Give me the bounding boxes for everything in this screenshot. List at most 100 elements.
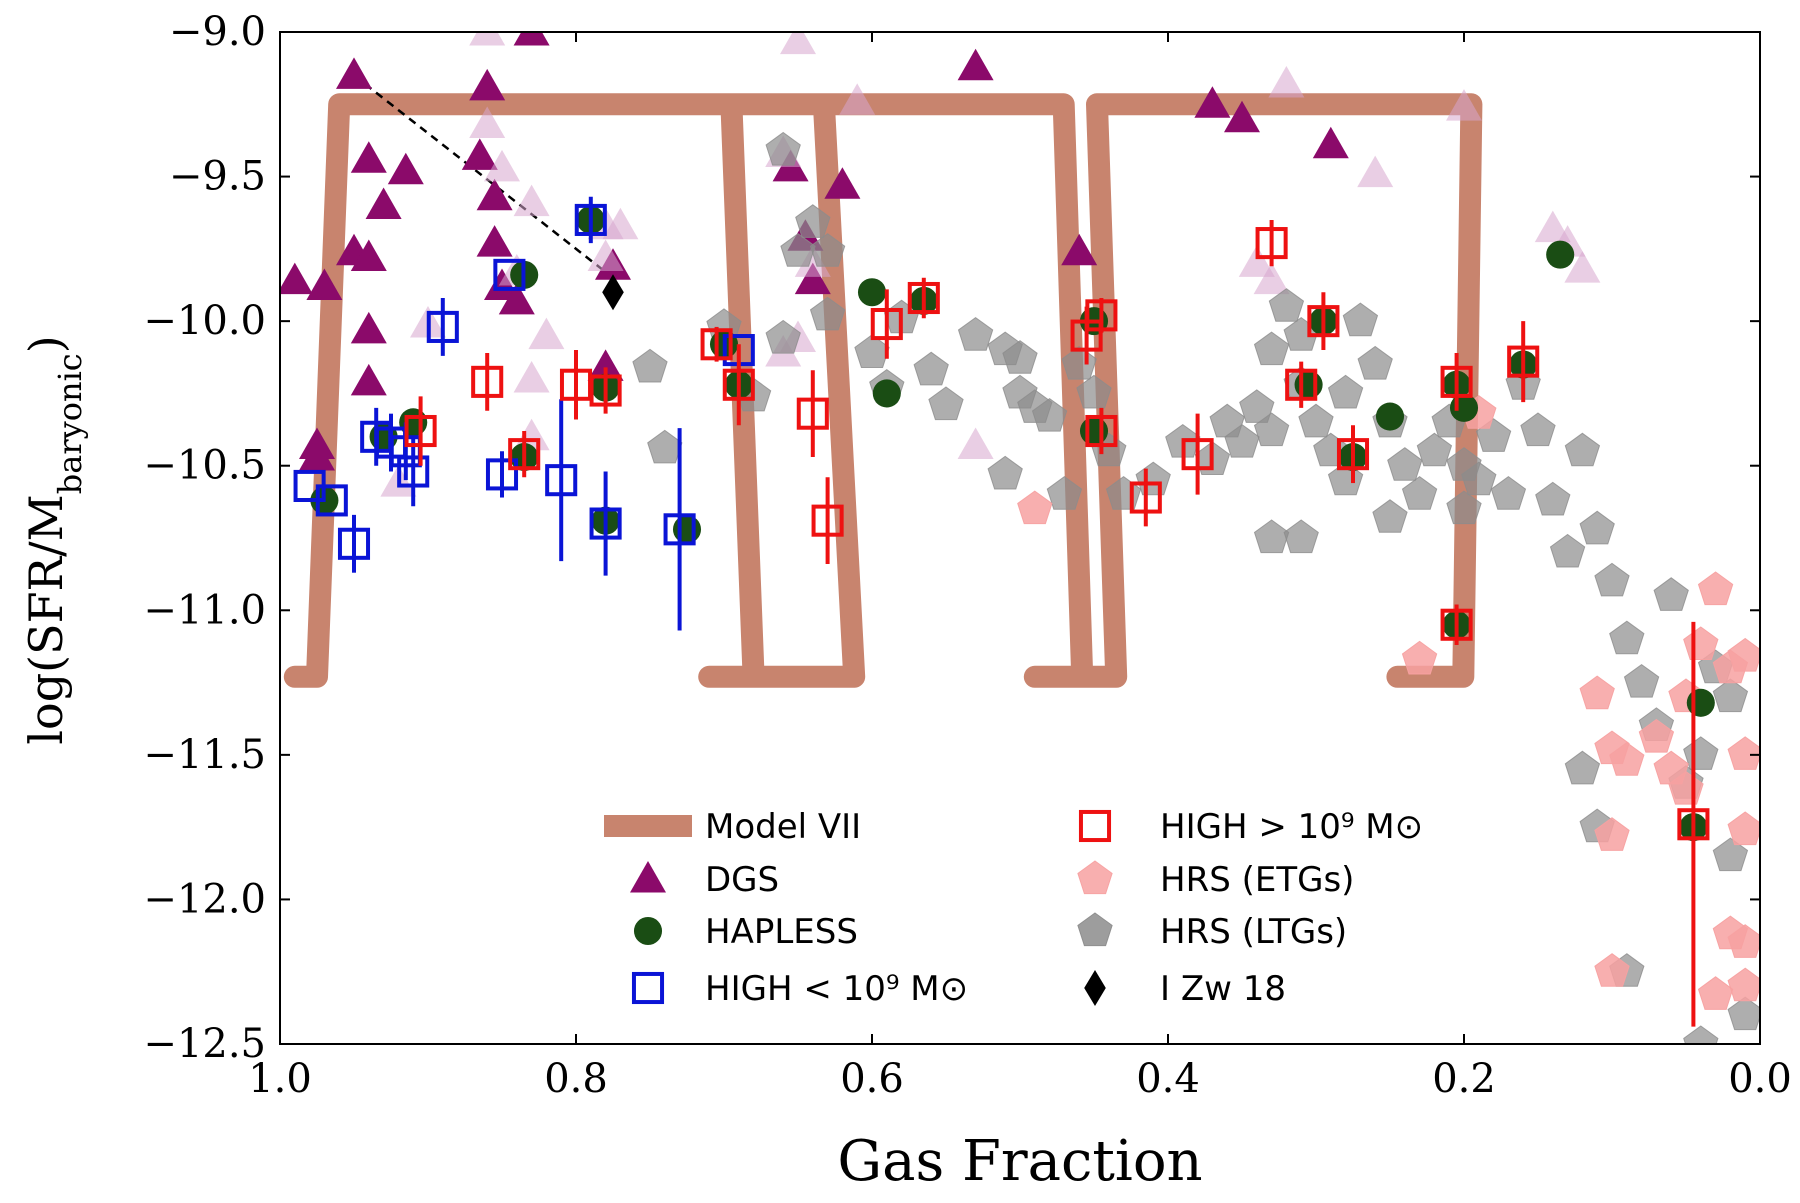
point-hrs-ltgs-17 [987,455,1023,490]
point-high-10-9-m-22 [1507,345,1540,378]
y-tick-label-5: −11.5 [143,732,266,778]
legend-marker-dgs [630,861,666,893]
legend-label-high-10-m: HIGH > 10⁹ M⊙ [1160,807,1423,847]
point-hrs-ltgs-0 [632,348,668,383]
point-hrs-ltgs-47 [1416,432,1453,467]
point-hapless-12 [872,379,901,408]
legend-label-hapless: HAPLESS [705,912,858,952]
y-axis-title: log(SFR/Mbaryonic) [19,335,89,744]
point-dgs-7 [350,363,387,396]
point-hapless-24 [1546,240,1575,269]
point-high-10-9-m-19 [1336,438,1370,471]
point-hrs-ltgs-8 [809,233,846,267]
point-hrs-ltgs-71 [1564,750,1601,785]
y-tick-labels: −9.0 −9.5 −10.0 −10.5 −11.0 −11.5 −12.0 −12.5 [143,9,266,1067]
point-high-10-9-m-1 [315,484,348,517]
point-hrs-ltgs-43 [1357,345,1393,380]
point-hrs-ltgs-21 [1031,397,1068,432]
point-high-10-9-m-9 [870,307,903,341]
point-dgs-faint-16 [839,83,876,115]
point-hrs-ltgs-61 [1623,663,1660,698]
point-high-10-9-m-0 [404,414,437,448]
legend-label-model-vii: Model VII [705,807,861,847]
point-dgs-faint-1 [469,106,506,139]
point-hrs-etgs-11 [1697,571,1734,606]
point-dgs-9 [387,152,424,185]
point-hrs-ltgs-22 [1046,475,1083,510]
y-axis-title-main: log(SFR/M [19,494,73,744]
point-dgs-faint-8 [587,239,624,272]
point-high-10-9-m-5 [700,328,733,361]
point-high-10-9-m-7 [796,397,829,430]
point-hrs-ltgs-24 [1076,374,1112,409]
point-dgs-26 [1224,100,1260,133]
point-dgs-12 [476,178,513,211]
point-hrs-ltgs-56 [1549,533,1586,568]
point-hrs-ltgs-35 [1268,288,1305,322]
point-high-10-9-m-8 [811,504,844,537]
point-high-10-9-m-10 [907,281,940,315]
point-hrs-ltgs-4 [765,131,801,166]
point-hrs-ltgs-18 [1002,340,1038,374]
y-tick-label-2: −10.0 [143,298,266,344]
point-dgs-16 [513,32,550,46]
point-hrs-ltgs-60 [1609,620,1645,655]
point-hrs-etgs-6 [1638,718,1675,753]
y-axis-title-close: ) [19,335,73,353]
point-high-10-9-m-16 [1255,227,1288,260]
point-dgs-13 [476,225,513,257]
legend-marker-i-zw-18 [1084,970,1106,1006]
point-hrs-ltgs-52 [1490,475,1527,510]
point-high-10-9-m-11 [574,203,607,236]
legend-marker-high-10-m [631,971,665,1005]
legend: Model VII DGS HAPLESS HIGH < 10⁹ M⊙ HIGH > 1… [604,807,1423,1009]
point-hrs-ltgs-68 [1712,837,1749,872]
point-dgs-faint-5 [528,317,565,350]
point-high-10-9-m-1 [471,365,504,398]
legend-label-i-zw-18: I Zw 18 [1160,969,1286,1009]
point-hrs-ltgs-54 [1520,412,1556,447]
legend-entry-model-vii: Model VII [604,807,861,847]
point-dgs-faint-20 [1238,245,1275,277]
reference-line [353,74,614,279]
point-hrs-etgs-21 [1594,953,1630,987]
y-tick-label-4: −11.0 [143,587,266,633]
point-hrs-ltgs-31 [1224,423,1260,458]
point-dgs-21 [794,262,831,295]
point-hrs-ltgs-63 [1653,577,1689,611]
point-high-10-9-m-23 [1677,808,1710,841]
point-hrs-ltgs-32 [1239,389,1275,423]
point-dgs-faint-18 [1268,66,1305,98]
legend-label-hrs-ltgs: HRS (LTGs) [1160,912,1347,952]
point-hrs-ltgs-33 [1253,331,1290,366]
point-high-10-9-m-13 [1085,414,1118,448]
point-hrs-ltgs-15 [957,316,994,351]
point-high-10-9-m-17 [1285,368,1318,401]
point-hrs-ltgs-77 [1372,499,1408,533]
point-high-10-9-m-21 [1440,608,1473,641]
point-dgs-25 [1194,86,1231,118]
point-hrs-etgs-0 [1017,490,1053,525]
point-high-10-9-m-12 [1085,299,1118,332]
point-dgs-8 [365,187,402,219]
point-dgs-faint-12 [780,32,816,55]
point-dgs-faint-21 [1357,155,1394,188]
point-high-10-9-m-2 [508,438,541,471]
x-tick-label-0: 1.0 [248,1056,312,1102]
point-hrs-ltgs-67 [1712,678,1749,713]
legend-entry-hapless: HAPLESS [633,912,858,952]
x-tick-label-4: 0.2 [1432,1056,1496,1102]
point-dgs-15 [498,282,535,315]
point-dgs-faint-2 [484,149,520,182]
point-dgs-faint-17 [957,427,994,459]
x-axis-title: Gas Fraction [837,1129,1202,1194]
point-hrs-ltgs-13 [913,351,949,386]
point-hrs-etgs-16 [1594,817,1630,851]
y-tick-label-7: −12.5 [143,1021,266,1067]
legend-entry-high-10-m: HIGH > 10⁹ M⊙ [1078,807,1423,847]
point-dgs-faint-19 [1253,262,1290,295]
point-hrs-etgs-2 [1401,640,1438,675]
reference-dashed-line [353,74,614,279]
